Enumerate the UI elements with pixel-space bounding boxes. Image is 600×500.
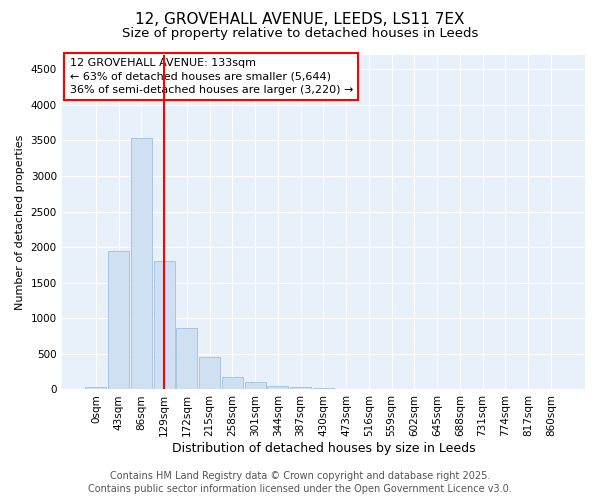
Text: Contains HM Land Registry data © Crown copyright and database right 2025.
Contai: Contains HM Land Registry data © Crown c… (88, 471, 512, 494)
Bar (290, 387, 311, 390)
Text: Size of property relative to detached houses in Leeds: Size of property relative to detached ho… (122, 28, 478, 40)
Bar (199, 358, 220, 390)
Bar (85, 388, 106, 390)
Bar (176, 328, 197, 390)
Bar (131, 138, 152, 390)
Bar (268, 386, 289, 390)
Bar (108, 250, 129, 390)
Bar (313, 388, 334, 390)
Bar (154, 262, 175, 390)
Y-axis label: Number of detached properties: Number of detached properties (15, 134, 25, 310)
Text: 12, GROVEHALL AVENUE, LEEDS, LS11 7EX: 12, GROVEHALL AVENUE, LEEDS, LS11 7EX (135, 12, 465, 28)
Text: 12 GROVEHALL AVENUE: 133sqm
← 63% of detached houses are smaller (5,644)
36% of : 12 GROVEHALL AVENUE: 133sqm ← 63% of det… (70, 58, 353, 94)
Bar (222, 377, 243, 390)
Bar (245, 382, 266, 390)
X-axis label: Distribution of detached houses by size in Leeds: Distribution of detached houses by size … (172, 442, 475, 455)
